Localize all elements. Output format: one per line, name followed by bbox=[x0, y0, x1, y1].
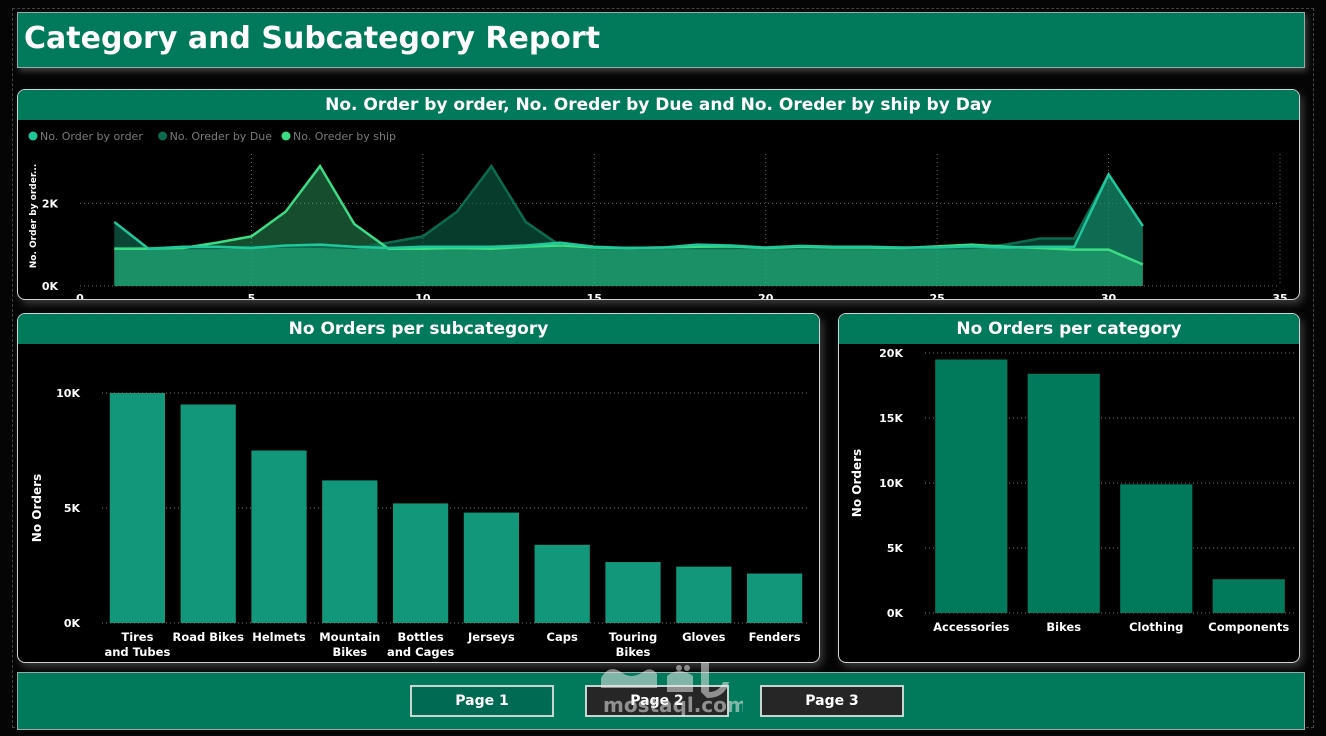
bar bbox=[180, 404, 236, 623]
legend-marker bbox=[281, 131, 291, 141]
y-tick-label: 0K bbox=[64, 617, 81, 630]
page-navigation-bar: Page 1 Page 2 Page 3 bbox=[17, 672, 1305, 730]
y-tick-label: 2K bbox=[42, 197, 59, 210]
y-tick-label: 5K bbox=[887, 542, 904, 555]
bar bbox=[109, 393, 166, 623]
line-chart-title: No. Order by order, No. Oreder by Due an… bbox=[18, 90, 1299, 120]
page-title: Category and Subcategory Report bbox=[24, 21, 601, 56]
bar bbox=[1027, 373, 1100, 613]
legend-label: No. Oreder by ship bbox=[293, 130, 396, 143]
legend-marker bbox=[158, 131, 168, 141]
y-tick-label: 0K bbox=[42, 280, 59, 293]
bar bbox=[935, 359, 1008, 613]
series-area bbox=[114, 166, 1143, 286]
y-tick-label: 0K bbox=[887, 607, 904, 620]
legend-marker bbox=[28, 131, 38, 141]
y-tick-label: 5K bbox=[64, 502, 81, 515]
y-tick-label: 20K bbox=[879, 347, 903, 360]
bar bbox=[534, 544, 590, 623]
page-3-button[interactable]: Page 3 bbox=[760, 685, 904, 717]
bar bbox=[322, 480, 378, 623]
x-tick-label: 5 bbox=[248, 292, 256, 299]
x-tick-label: Components bbox=[1208, 620, 1289, 634]
bar bbox=[392, 503, 449, 623]
y-axis-title: No Orders bbox=[30, 474, 44, 542]
y-tick-label: 10K bbox=[56, 387, 80, 400]
x-tick-label: Touring Bikes bbox=[609, 630, 657, 659]
x-tick-label: Mountain Bikes bbox=[319, 630, 380, 659]
category-panel: No Orders per category 0K 5K 10K 15K 20K Acce… bbox=[838, 313, 1300, 663]
x-tick-label: Bottles and Cages bbox=[387, 630, 454, 659]
legend-label: No. Order by order bbox=[40, 130, 143, 143]
bar bbox=[746, 573, 803, 623]
page-1-button[interactable]: Page 1 bbox=[410, 685, 554, 717]
line-chart: No. Order by order No. Oreder by Due No. O… bbox=[28, 130, 1288, 299]
x-tick-label: Helmets bbox=[252, 630, 306, 644]
subcategory-panel: No Orders per subcategory 0K 5K 10K Tires an… bbox=[17, 313, 820, 663]
series-area bbox=[114, 166, 1143, 286]
y-axis-title: No Orders bbox=[850, 449, 864, 517]
subcategory-chart-title: No Orders per subcategory bbox=[18, 314, 819, 344]
x-tick-label: Caps bbox=[547, 630, 578, 644]
series-line bbox=[113, 171, 1144, 251]
bar bbox=[676, 566, 732, 623]
bar bbox=[251, 450, 307, 623]
legend-label: No. Oreder by Due bbox=[170, 130, 273, 143]
series-area bbox=[114, 174, 1143, 286]
x-tick-label: Clothing bbox=[1129, 620, 1183, 634]
bar bbox=[605, 562, 661, 623]
x-tick-label: 25 bbox=[929, 292, 944, 299]
bar bbox=[1120, 484, 1193, 613]
x-tick-label: Bikes bbox=[1046, 620, 1081, 634]
x-tick-label: Gloves bbox=[682, 630, 726, 644]
y-tick-label: 15K bbox=[879, 412, 903, 425]
x-tick-label: Jerseys bbox=[467, 630, 515, 644]
x-tick-label: 30 bbox=[1101, 292, 1117, 299]
y-axis-title: No. Order by order... bbox=[29, 164, 39, 269]
x-tick-label: 10 bbox=[415, 292, 431, 299]
x-tick-label: Tires and Tubes bbox=[104, 630, 170, 659]
bar bbox=[1212, 579, 1285, 613]
page-2-button[interactable]: Page 2 bbox=[585, 685, 729, 717]
x-tick-label: Fenders bbox=[749, 630, 801, 644]
bar bbox=[463, 512, 520, 623]
x-tick-label: Road Bikes bbox=[172, 630, 244, 644]
x-tick-label: 20 bbox=[758, 292, 774, 299]
category-chart-title: No Orders per category bbox=[839, 314, 1299, 344]
x-tick-label: 15 bbox=[587, 292, 602, 299]
x-tick-label: 35 bbox=[1272, 292, 1287, 299]
category-bar-chart: 0K 5K 10K 15K 20K Accessories Bikes Clothing Com… bbox=[850, 347, 1295, 634]
x-tick-label: Accessories bbox=[933, 620, 1009, 634]
report-header: Category and Subcategory Report bbox=[17, 12, 1305, 68]
y-tick-label: 10K bbox=[879, 477, 903, 490]
x-tick-label: 0 bbox=[76, 292, 84, 299]
line-chart-panel: No. Order by order, No. Oreder by Due an… bbox=[17, 89, 1300, 300]
